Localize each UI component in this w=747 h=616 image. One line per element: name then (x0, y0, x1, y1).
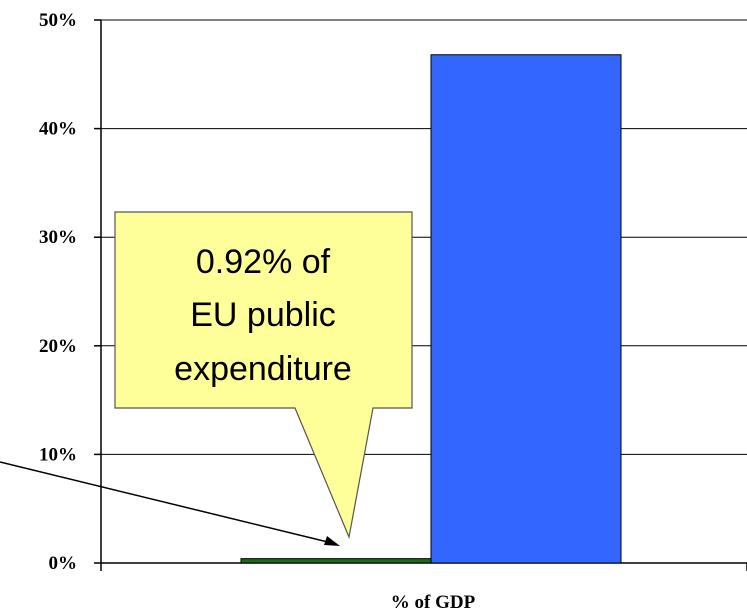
callout-shape (114, 211, 413, 540)
pointer-arrow-head (324, 536, 340, 546)
y-tick-label: 20% (39, 336, 77, 357)
bar-series-2 (430, 54, 622, 564)
pointer-arrow-line (0, 461, 337, 545)
callout: 0.92% of EU public expenditure (114, 211, 413, 540)
y-tick-label: 10% (39, 444, 77, 465)
callout-line-3: expenditure (174, 350, 352, 388)
y-tick-label: 0% (49, 553, 78, 574)
callout-line-1: 0.92% of (196, 243, 331, 281)
y-tick-label: 30% (39, 227, 77, 248)
x-axis-label: % of GDP (391, 592, 476, 613)
y-tick-label: 40% (39, 119, 77, 140)
y-axis-ticks: 0% 10% 20% 30% 40% 50% (39, 10, 747, 574)
bar-series-1 (240, 558, 432, 564)
bars (240, 54, 622, 564)
callout-line-2: EU public (190, 296, 336, 334)
y-tick-label: 50% (39, 10, 77, 31)
